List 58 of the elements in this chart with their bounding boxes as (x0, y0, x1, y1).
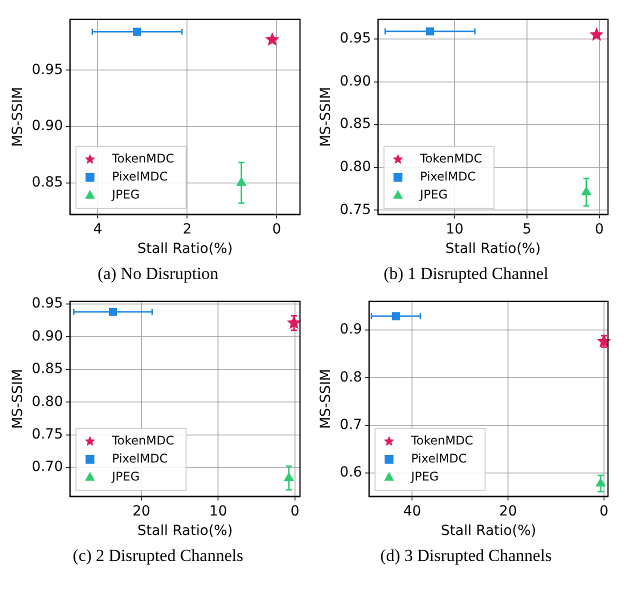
y-tick-label: 0.85 (32, 361, 63, 378)
x-tick-label: 4 (93, 221, 102, 238)
point (589, 27, 604, 41)
y-axis-title: MS-SSIM (10, 368, 26, 429)
legend-label: JPEG (418, 188, 448, 202)
y-axis-title: MS-SSIM (10, 86, 26, 147)
y-tick-label: 0.90 (32, 118, 63, 134)
y-tick-label: 0.8 (340, 369, 362, 386)
legend-label: PixelMDC (112, 452, 168, 466)
x-axis-title: Stall Ratio(%) (445, 241, 541, 258)
y-tick-label: 0.9 (340, 322, 362, 338)
text: (a) No Disruption (96, 264, 220, 284)
y-tick-label: 0.85 (340, 116, 371, 132)
y-tick-label: 0.95 (32, 296, 63, 312)
y-axis-title: MS-SSIM (318, 86, 334, 147)
y-tick-label: 0.80 (340, 159, 371, 175)
y-tick-label: 0.6 (340, 464, 362, 481)
y-tick-label: 0.75 (32, 426, 63, 443)
y-tick-label: 0.7 (340, 417, 362, 433)
legend-label: PixelMDC (411, 452, 467, 466)
y-tick-label: 0.75 (340, 202, 371, 218)
point (596, 334, 612, 348)
x-tick-label: 40 (403, 503, 422, 520)
x-tick-label: 0 (600, 503, 608, 520)
legend-label: JPEG (110, 470, 140, 484)
y-tick-label: 0.95 (340, 30, 371, 47)
legend-label: TokenMDC (418, 152, 482, 166)
legend-label: TokenMDC (410, 434, 474, 448)
y-axis-title: MS-SSIM (318, 368, 334, 429)
x-tick-label: 0 (290, 503, 300, 520)
legend-label: TokenMDC (110, 434, 174, 448)
text: (b) 1 Disrupted Channel (382, 264, 550, 284)
legend-label: TokenMDC (110, 152, 174, 166)
legend-label: JPEG (110, 188, 140, 202)
legend-label: JPEG (410, 470, 439, 484)
x-tick-label: 0 (272, 221, 282, 238)
x-tick-label: 2 (182, 221, 192, 238)
y-tick-label: 0.90 (32, 328, 63, 344)
y-tick-label: 0.70 (32, 459, 63, 476)
x-axis-title: Stall Ratio(%) (137, 523, 233, 540)
x-tick-label: 5 (522, 221, 532, 238)
point (286, 315, 302, 330)
x-axis-title: Stall Ratio(%) (440, 523, 536, 540)
legend-label: PixelMDC (420, 170, 476, 184)
y-tick-label: 0.80 (32, 394, 63, 410)
text: (d) 3 Disrupted Channels (379, 546, 553, 566)
text: (c) 2 Disrupted Channels (72, 546, 244, 566)
y-tick-label: 0.85 (32, 174, 63, 190)
x-tick-label: 10 (209, 503, 228, 520)
point (265, 32, 280, 46)
x-tick-label: 20 (132, 503, 150, 520)
x-tick-label: 20 (499, 503, 518, 520)
x-tick-label: 0 (594, 221, 604, 238)
x-axis-title: Stall Ratio(%) (137, 241, 233, 258)
y-tick-label: 0.90 (340, 73, 371, 90)
y-tick-label: 0.95 (32, 62, 63, 78)
legend-label: PixelMDC (112, 170, 168, 184)
x-tick-label: 10 (446, 221, 464, 238)
